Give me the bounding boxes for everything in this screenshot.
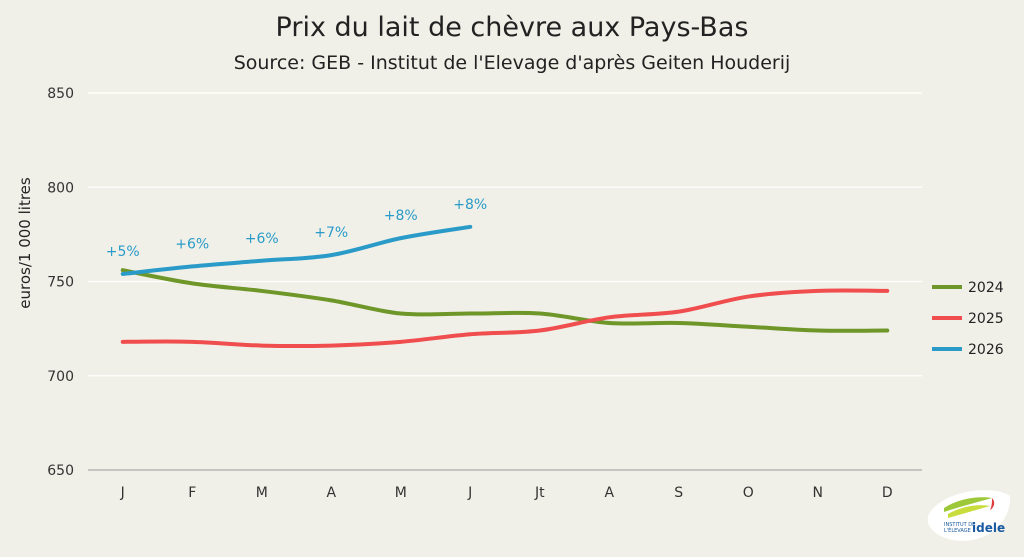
x-tick-label: J — [120, 485, 125, 501]
x-tick-label: A — [604, 485, 614, 501]
series-lines — [120, 224, 890, 349]
x-tick-label: M — [395, 485, 407, 501]
annotation-label: +6% — [245, 231, 279, 247]
chart-subtitle: Source: GEB - Institut de l'Elevage d'ap… — [233, 52, 791, 74]
y-tick-label: 800 — [47, 180, 74, 196]
logo-text-small-2: L'ÉLEVAGE — [944, 526, 971, 534]
x-tick-label: A — [326, 485, 336, 501]
legend-label-2026: 2026 — [968, 342, 1004, 358]
annotation-label: +5% — [106, 244, 140, 260]
y-tick-label: 850 — [47, 86, 74, 102]
series-line-2025 — [120, 288, 890, 349]
legend-label-2025: 2025 — [968, 311, 1004, 327]
y-axis-label: euros/1 000 litres — [16, 177, 34, 309]
y-tick-label: 700 — [47, 369, 74, 385]
annotation-label: +6% — [175, 236, 209, 252]
y-tick-label: 650 — [47, 463, 74, 479]
y-tick-label: 750 — [47, 275, 74, 291]
legend-label-2024: 2024 — [968, 280, 1004, 296]
x-tick-label: D — [882, 485, 893, 501]
series-line-2024 — [120, 268, 890, 333]
logo-text-small: INSTITUT DE — [944, 522, 975, 528]
gridlines — [88, 92, 922, 471]
series-line-2026 — [120, 224, 473, 276]
chart-title: Prix du lait de chèvre aux Pays-Bas — [275, 12, 749, 43]
x-tick-label: N — [813, 485, 823, 501]
logo-brand: idele — [972, 521, 1005, 535]
idele-logo: INSTITUT DE L'ÉLEVAGE idele — [922, 484, 1014, 550]
x-axis-ticks: J F M A M J Jt A S O N D — [120, 485, 893, 501]
x-tick-label: Jt — [534, 485, 545, 501]
legend: 2024 2025 2026 — [932, 280, 1004, 358]
annotation-label: +8% — [453, 197, 487, 213]
x-tick-label: M — [256, 485, 268, 501]
x-tick-label: S — [674, 485, 683, 501]
x-tick-label: F — [188, 485, 196, 501]
annotation-label: +7% — [314, 225, 348, 241]
annotation-label: +8% — [384, 208, 418, 224]
annotations: +5% +6% +6% +7% +8% +8% — [106, 197, 487, 260]
x-tick-label: J — [467, 485, 472, 501]
x-tick-label: O — [743, 485, 754, 501]
y-axis-ticks: 650 700 750 800 850 — [47, 86, 74, 479]
